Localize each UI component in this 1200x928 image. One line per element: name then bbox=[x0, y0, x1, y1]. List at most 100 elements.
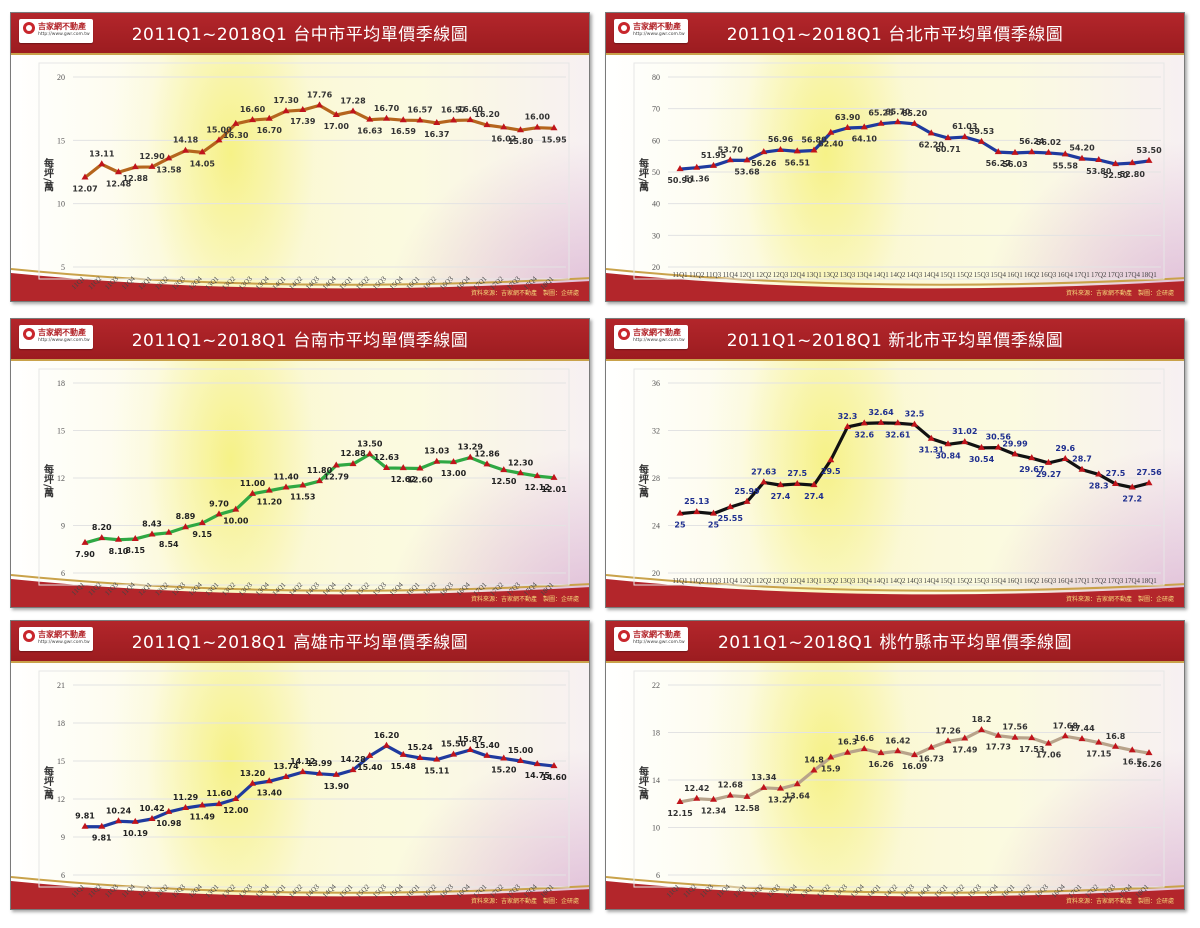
x-tick-label: 13Q1 bbox=[806, 271, 822, 279]
data-point-marker bbox=[911, 119, 918, 126]
data-point-marker bbox=[500, 123, 508, 130]
data-label: 65.25 bbox=[868, 109, 894, 118]
y-tick-label: 70 bbox=[652, 105, 660, 114]
decorative-swoosh bbox=[11, 881, 589, 909]
data-point-marker bbox=[533, 760, 541, 767]
data-point-marker bbox=[777, 784, 784, 791]
x-tick-label: 14Q2 bbox=[890, 271, 906, 279]
data-point-marker bbox=[131, 817, 139, 824]
data-label: 15.00 bbox=[508, 746, 534, 755]
x-tick-label: 13Q4 bbox=[856, 577, 872, 585]
data-point-marker bbox=[131, 534, 139, 541]
data-label: 31.31 bbox=[919, 446, 945, 455]
y-tick-label: 21 bbox=[57, 681, 65, 690]
chart-panel-taichung: 吉家網不動產 http://www.gwr.com.tw 2011Q1~2018… bbox=[10, 12, 590, 302]
x-tick-label: 12Q3 bbox=[773, 577, 789, 585]
data-label: 13.90 bbox=[324, 782, 350, 791]
data-label: 62.40 bbox=[818, 140, 844, 149]
data-point-marker bbox=[1145, 749, 1153, 756]
x-tick-label: 16Q3 bbox=[1041, 577, 1057, 585]
data-point-marker bbox=[860, 745, 868, 752]
data-point-marker bbox=[944, 134, 952, 141]
data-label: 25.99 bbox=[734, 487, 760, 496]
data-point-marker bbox=[710, 161, 717, 168]
data-label: 13.03 bbox=[424, 447, 449, 456]
data-point-marker bbox=[760, 478, 768, 485]
data-point-marker bbox=[877, 119, 885, 126]
data-point-marker bbox=[215, 136, 223, 143]
x-tick-label: 11Q2 bbox=[689, 577, 705, 585]
logo-url: http://www.gwr.com.tw bbox=[633, 338, 685, 343]
data-label: 52.80 bbox=[1120, 170, 1146, 179]
y-tick-label: 10 bbox=[652, 824, 660, 833]
panel-header: 吉家網不動產 http://www.gwr.com.tw 2011Q1~2018… bbox=[606, 319, 1184, 361]
data-point-marker bbox=[165, 528, 173, 535]
data-point-marker bbox=[316, 769, 323, 776]
y-axis-label: 每坪/萬 bbox=[42, 157, 54, 193]
data-point-marker bbox=[793, 780, 801, 787]
data-point-marker bbox=[927, 434, 935, 441]
data-point-marker bbox=[860, 419, 868, 426]
source-footer: 資料來源：吉家網不動產 製圖：企研處 bbox=[470, 290, 579, 297]
data-label: 8.43 bbox=[142, 520, 162, 529]
logo-name: 吉家網不動產 bbox=[633, 22, 681, 31]
data-point-marker bbox=[416, 464, 424, 471]
data-label: 17.68 bbox=[1053, 721, 1079, 730]
data-label: 30.56 bbox=[986, 433, 1012, 442]
x-tick-label: 11Q4 bbox=[723, 271, 739, 279]
data-point-marker bbox=[1078, 735, 1086, 742]
data-point-marker bbox=[366, 751, 374, 758]
data-point-marker bbox=[994, 731, 1002, 738]
data-label: 53.50 bbox=[1136, 146, 1162, 155]
data-label: 12.62 bbox=[391, 475, 416, 484]
x-tick-label: 12Q2 bbox=[756, 577, 772, 585]
x-tick-label: 14Q4 bbox=[923, 271, 939, 279]
decorative-swoosh-gold bbox=[606, 876, 1184, 894]
y-tick-label: 80 bbox=[652, 73, 660, 82]
x-tick-label: 14Q1 bbox=[873, 271, 889, 279]
chart-area: 6 10 14 18 22 每坪/萬 11Q1 11Q2 11Q3 11Q4 12Q1 12Q2 12Q… bbox=[606, 663, 1184, 909]
data-point-marker bbox=[215, 510, 223, 517]
y-axis-label: 每坪/萬 bbox=[637, 765, 649, 801]
data-point-marker bbox=[299, 768, 307, 775]
data-label: 12.58 bbox=[734, 804, 760, 813]
data-label: 11.00 bbox=[240, 479, 266, 488]
data-point-marker bbox=[182, 803, 189, 810]
data-label: 13.99 bbox=[307, 759, 333, 768]
data-point-marker bbox=[710, 795, 717, 802]
data-label: 15.87 bbox=[458, 735, 483, 744]
data-label: 56.26 bbox=[751, 159, 777, 168]
x-tick-label: 16Q2 bbox=[1024, 271, 1040, 279]
data-label: 14.60 bbox=[541, 773, 567, 782]
panel-header: 吉家網不動產 http://www.gwr.com.tw 2011Q1~2018… bbox=[606, 621, 1184, 663]
plot-frame bbox=[633, 368, 1165, 586]
x-tick-label: 15Q1 bbox=[940, 271, 956, 279]
y-tick-label: 15 bbox=[57, 136, 65, 145]
logo-url: http://www.gwr.com.tw bbox=[38, 338, 90, 343]
data-point-marker bbox=[282, 772, 290, 779]
data-label: 13.40 bbox=[257, 788, 283, 797]
data-label: 65.20 bbox=[902, 109, 928, 118]
data-label: 32.6 bbox=[854, 430, 874, 439]
logo-name: 吉家網不動產 bbox=[633, 630, 681, 639]
y-tick-label: 9 bbox=[61, 833, 65, 842]
data-label: 56.24 bbox=[1019, 137, 1045, 146]
data-label: 28.3 bbox=[1089, 481, 1109, 490]
data-point-marker bbox=[115, 168, 122, 175]
y-tick-label: 15 bbox=[57, 427, 65, 436]
data-label: 16.57 bbox=[407, 105, 432, 114]
data-point-marker bbox=[693, 508, 701, 515]
decorative-swoosh-gold bbox=[11, 574, 589, 592]
data-label: 14.8 bbox=[804, 756, 824, 765]
x-tick-label: 11Q3 bbox=[706, 271, 722, 279]
x-tick-label: 17Q4 bbox=[1124, 271, 1140, 279]
x-tick-label: 18Q1 bbox=[1141, 271, 1157, 279]
data-point-marker bbox=[827, 128, 835, 135]
x-tick-label: 18Q1 bbox=[1141, 577, 1157, 585]
x-tick-label: 14Q2 bbox=[890, 577, 906, 585]
data-point-marker bbox=[894, 419, 902, 426]
data-point-marker bbox=[81, 538, 89, 545]
